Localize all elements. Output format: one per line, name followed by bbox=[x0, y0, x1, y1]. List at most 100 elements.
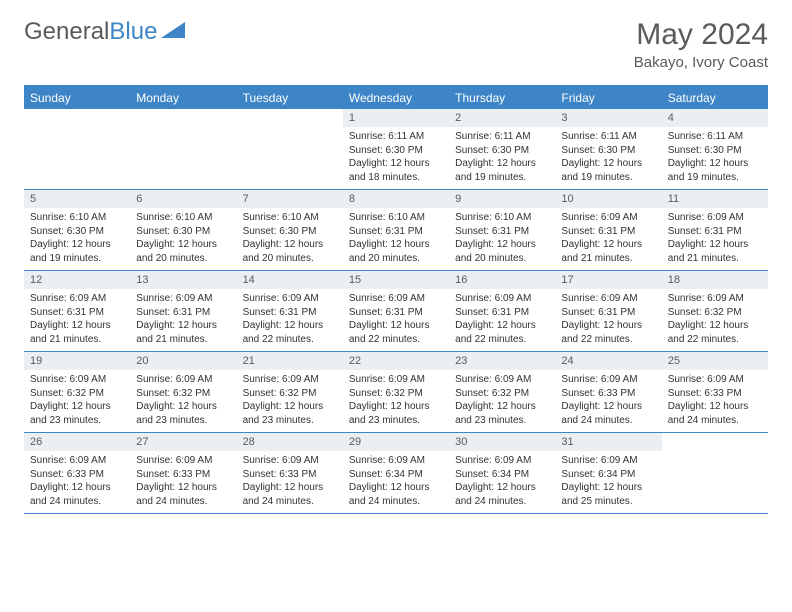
day-info: Sunrise: 6:09 AMSunset: 6:34 PMDaylight:… bbox=[343, 451, 449, 513]
calendar: SundayMondayTuesdayWednesdayThursdayFrid… bbox=[24, 85, 768, 514]
day-cell: 30Sunrise: 6:09 AMSunset: 6:34 PMDayligh… bbox=[449, 433, 555, 513]
day-info: Sunrise: 6:09 AMSunset: 6:31 PMDaylight:… bbox=[555, 289, 661, 351]
day-info: Sunrise: 6:11 AMSunset: 6:30 PMDaylight:… bbox=[343, 127, 449, 189]
day-header: Friday bbox=[555, 87, 661, 109]
day-info: Sunrise: 6:09 AMSunset: 6:32 PMDaylight:… bbox=[130, 370, 236, 432]
day-cell: 29Sunrise: 6:09 AMSunset: 6:34 PMDayligh… bbox=[343, 433, 449, 513]
day-cell: 3Sunrise: 6:11 AMSunset: 6:30 PMDaylight… bbox=[555, 109, 661, 189]
day-header: Monday bbox=[130, 87, 236, 109]
day-number: 7 bbox=[237, 190, 343, 208]
day-info: Sunrise: 6:09 AMSunset: 6:31 PMDaylight:… bbox=[130, 289, 236, 351]
day-info: Sunrise: 6:10 AMSunset: 6:30 PMDaylight:… bbox=[130, 208, 236, 270]
day-number: 14 bbox=[237, 271, 343, 289]
week-row: 12Sunrise: 6:09 AMSunset: 6:31 PMDayligh… bbox=[24, 271, 768, 352]
day-number bbox=[237, 109, 343, 115]
day-header: Sunday bbox=[24, 87, 130, 109]
day-cell: 10Sunrise: 6:09 AMSunset: 6:31 PMDayligh… bbox=[555, 190, 661, 270]
day-number bbox=[24, 109, 130, 115]
day-cell: 15Sunrise: 6:09 AMSunset: 6:31 PMDayligh… bbox=[343, 271, 449, 351]
day-cell: 22Sunrise: 6:09 AMSunset: 6:32 PMDayligh… bbox=[343, 352, 449, 432]
day-info: Sunrise: 6:10 AMSunset: 6:31 PMDaylight:… bbox=[343, 208, 449, 270]
day-number: 15 bbox=[343, 271, 449, 289]
day-info: Sunrise: 6:09 AMSunset: 6:33 PMDaylight:… bbox=[130, 451, 236, 513]
day-info: Sunrise: 6:09 AMSunset: 6:33 PMDaylight:… bbox=[237, 451, 343, 513]
day-cell bbox=[24, 109, 130, 189]
day-number: 23 bbox=[449, 352, 555, 370]
day-info: Sunrise: 6:09 AMSunset: 6:34 PMDaylight:… bbox=[555, 451, 661, 513]
day-number: 17 bbox=[555, 271, 661, 289]
day-number: 9 bbox=[449, 190, 555, 208]
day-number: 29 bbox=[343, 433, 449, 451]
day-number: 21 bbox=[237, 352, 343, 370]
day-info: Sunrise: 6:10 AMSunset: 6:30 PMDaylight:… bbox=[237, 208, 343, 270]
day-info: Sunrise: 6:11 AMSunset: 6:30 PMDaylight:… bbox=[555, 127, 661, 189]
week-row: 1Sunrise: 6:11 AMSunset: 6:30 PMDaylight… bbox=[24, 109, 768, 190]
day-number: 2 bbox=[449, 109, 555, 127]
week-row: 5Sunrise: 6:10 AMSunset: 6:30 PMDaylight… bbox=[24, 190, 768, 271]
day-number: 10 bbox=[555, 190, 661, 208]
logo-text: GeneralBlue bbox=[24, 18, 157, 46]
day-cell: 20Sunrise: 6:09 AMSunset: 6:32 PMDayligh… bbox=[130, 352, 236, 432]
logo: GeneralBlue bbox=[24, 18, 187, 46]
day-number: 16 bbox=[449, 271, 555, 289]
day-cell: 8Sunrise: 6:10 AMSunset: 6:31 PMDaylight… bbox=[343, 190, 449, 270]
day-cell: 14Sunrise: 6:09 AMSunset: 6:31 PMDayligh… bbox=[237, 271, 343, 351]
day-info: Sunrise: 6:11 AMSunset: 6:30 PMDaylight:… bbox=[662, 127, 768, 189]
day-info: Sunrise: 6:09 AMSunset: 6:34 PMDaylight:… bbox=[449, 451, 555, 513]
day-number: 3 bbox=[555, 109, 661, 127]
day-cell: 24Sunrise: 6:09 AMSunset: 6:33 PMDayligh… bbox=[555, 352, 661, 432]
day-number: 22 bbox=[343, 352, 449, 370]
day-number: 8 bbox=[343, 190, 449, 208]
day-cell: 1Sunrise: 6:11 AMSunset: 6:30 PMDaylight… bbox=[343, 109, 449, 189]
day-cell: 28Sunrise: 6:09 AMSunset: 6:33 PMDayligh… bbox=[237, 433, 343, 513]
logo-triangle-icon bbox=[161, 20, 187, 45]
day-number: 4 bbox=[662, 109, 768, 127]
day-number: 26 bbox=[24, 433, 130, 451]
day-number: 24 bbox=[555, 352, 661, 370]
day-cell: 23Sunrise: 6:09 AMSunset: 6:32 PMDayligh… bbox=[449, 352, 555, 432]
day-cell: 17Sunrise: 6:09 AMSunset: 6:31 PMDayligh… bbox=[555, 271, 661, 351]
day-info: Sunrise: 6:09 AMSunset: 6:32 PMDaylight:… bbox=[343, 370, 449, 432]
day-number bbox=[130, 109, 236, 115]
day-number: 27 bbox=[130, 433, 236, 451]
day-number: 31 bbox=[555, 433, 661, 451]
day-cell: 4Sunrise: 6:11 AMSunset: 6:30 PMDaylight… bbox=[662, 109, 768, 189]
day-info: Sunrise: 6:09 AMSunset: 6:32 PMDaylight:… bbox=[24, 370, 130, 432]
day-info: Sunrise: 6:09 AMSunset: 6:31 PMDaylight:… bbox=[449, 289, 555, 351]
location: Bakayo, Ivory Coast bbox=[634, 54, 768, 71]
day-cell bbox=[662, 433, 768, 513]
day-cell: 11Sunrise: 6:09 AMSunset: 6:31 PMDayligh… bbox=[662, 190, 768, 270]
day-cell: 13Sunrise: 6:09 AMSunset: 6:31 PMDayligh… bbox=[130, 271, 236, 351]
day-number: 28 bbox=[237, 433, 343, 451]
day-cell: 12Sunrise: 6:09 AMSunset: 6:31 PMDayligh… bbox=[24, 271, 130, 351]
day-number: 11 bbox=[662, 190, 768, 208]
week-row: 19Sunrise: 6:09 AMSunset: 6:32 PMDayligh… bbox=[24, 352, 768, 433]
day-cell: 31Sunrise: 6:09 AMSunset: 6:34 PMDayligh… bbox=[555, 433, 661, 513]
day-cell: 27Sunrise: 6:09 AMSunset: 6:33 PMDayligh… bbox=[130, 433, 236, 513]
day-info: Sunrise: 6:09 AMSunset: 6:31 PMDaylight:… bbox=[555, 208, 661, 270]
day-number: 30 bbox=[449, 433, 555, 451]
day-header: Thursday bbox=[449, 87, 555, 109]
day-number: 25 bbox=[662, 352, 768, 370]
day-number: 20 bbox=[130, 352, 236, 370]
day-info: Sunrise: 6:09 AMSunset: 6:31 PMDaylight:… bbox=[237, 289, 343, 351]
day-info: Sunrise: 6:09 AMSunset: 6:32 PMDaylight:… bbox=[662, 289, 768, 351]
day-header: Tuesday bbox=[237, 87, 343, 109]
logo-word1: General bbox=[24, 18, 109, 45]
day-number: 19 bbox=[24, 352, 130, 370]
day-cell: 9Sunrise: 6:10 AMSunset: 6:31 PMDaylight… bbox=[449, 190, 555, 270]
day-cell: 25Sunrise: 6:09 AMSunset: 6:33 PMDayligh… bbox=[662, 352, 768, 432]
day-info: Sunrise: 6:09 AMSunset: 6:31 PMDaylight:… bbox=[662, 208, 768, 270]
day-cell: 5Sunrise: 6:10 AMSunset: 6:30 PMDaylight… bbox=[24, 190, 130, 270]
day-info: Sunrise: 6:09 AMSunset: 6:33 PMDaylight:… bbox=[555, 370, 661, 432]
day-number: 5 bbox=[24, 190, 130, 208]
day-cell: 6Sunrise: 6:10 AMSunset: 6:30 PMDaylight… bbox=[130, 190, 236, 270]
day-info: Sunrise: 6:09 AMSunset: 6:32 PMDaylight:… bbox=[449, 370, 555, 432]
day-header: Wednesday bbox=[343, 87, 449, 109]
header: GeneralBlue May 2024 Bakayo, Ivory Coast bbox=[24, 18, 768, 71]
day-cell bbox=[130, 109, 236, 189]
logo-word2: Blue bbox=[109, 18, 157, 45]
day-cell bbox=[237, 109, 343, 189]
week-row: 26Sunrise: 6:09 AMSunset: 6:33 PMDayligh… bbox=[24, 433, 768, 514]
day-cell: 7Sunrise: 6:10 AMSunset: 6:30 PMDaylight… bbox=[237, 190, 343, 270]
